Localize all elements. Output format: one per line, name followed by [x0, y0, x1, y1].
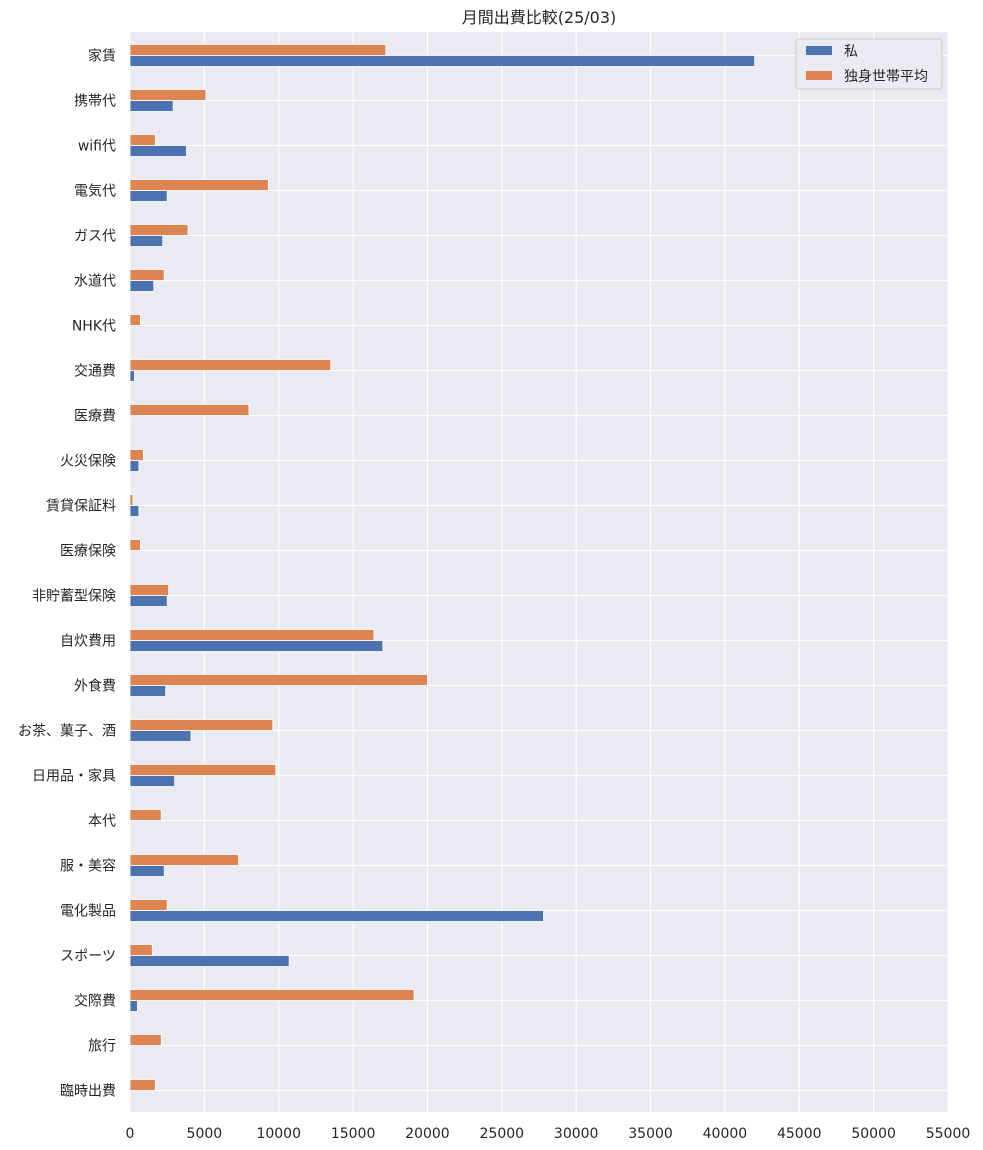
x-tick-label: 50000 [851, 1126, 896, 1142]
category-label: 本代 [88, 814, 116, 830]
category-label: 携帯代 [74, 94, 116, 110]
x-tick-label: 0 [126, 1126, 135, 1142]
category-label: 非貯蓄型保険 [32, 589, 116, 605]
bar-me [129, 505, 140, 517]
x-tick-label: 35000 [628, 1126, 673, 1142]
x-tick-label: 30000 [554, 1126, 599, 1142]
bar-me [129, 910, 544, 922]
legend-label-me: 私 [844, 44, 858, 60]
category-label: 電気代 [74, 184, 116, 200]
x-tick-label: 45000 [777, 1126, 822, 1142]
bar-average [129, 224, 189, 236]
bar-average [129, 719, 274, 731]
category-label: 自炊費用 [60, 634, 116, 650]
bar-me [129, 280, 155, 292]
bar-me [129, 460, 140, 472]
bar-average [129, 854, 239, 866]
x-tick-label: 25000 [480, 1126, 525, 1142]
bar-me [129, 775, 176, 787]
bar-average [129, 809, 162, 821]
bar-average [129, 1034, 162, 1046]
x-tick-label: 40000 [703, 1126, 748, 1142]
bar-average [129, 134, 156, 146]
bar-average [129, 449, 144, 461]
legend-label-average: 独身世帯平均 [844, 69, 928, 85]
bar-me [129, 235, 164, 247]
category-label: 家賃 [88, 48, 116, 65]
bar-average [129, 674, 428, 686]
x-tick-label: 20000 [405, 1126, 450, 1142]
bar-me [129, 730, 192, 742]
bar-average [129, 359, 332, 371]
category-label: 交際費 [74, 993, 116, 1010]
x-tick-label: 5000 [187, 1126, 223, 1142]
bar-me [129, 145, 187, 157]
category-label: NHK代 [72, 319, 116, 335]
bar-me [129, 100, 174, 112]
bars [129, 44, 756, 1091]
category-label: スポーツ [60, 949, 116, 965]
bar-me [129, 190, 168, 202]
bar-average [129, 179, 269, 191]
bar-me [129, 595, 168, 607]
category-label: 交通費 [74, 363, 116, 380]
category-label: 医療費 [74, 408, 116, 425]
category-label: 服・美容 [60, 858, 116, 875]
bar-average [129, 989, 415, 1001]
bar-me [129, 865, 165, 877]
bar-average [129, 494, 134, 506]
x-tick-label: 10000 [256, 1126, 301, 1142]
bar-average [129, 764, 277, 776]
bar-average [129, 584, 170, 596]
category-label: 医療保険 [60, 543, 116, 560]
chart-title: 月間出費比較(25/03) [462, 8, 617, 27]
x-tick-label: 55000 [926, 1126, 971, 1142]
bar-average [129, 1079, 156, 1091]
x-tick-labels: 0 5000 10000 15000 20000 25000 30000 35000 40000… [126, 1126, 971, 1142]
bar-me [129, 685, 167, 697]
bar-me [129, 955, 290, 967]
category-label: お茶、菓子、酒 [18, 724, 116, 740]
category-label: 火災保険 [60, 454, 116, 470]
category-label: 臨時出費 [60, 1084, 116, 1100]
legend-box [795, 38, 943, 90]
bar-average [129, 944, 153, 956]
legend: 私 独身世帯平均 [795, 38, 943, 90]
category-label: 外食費 [74, 678, 116, 695]
bar-average [129, 899, 168, 911]
bar-average [129, 44, 387, 56]
bar-average [129, 269, 165, 281]
category-label: 電化製品 [60, 904, 116, 920]
bar-me [129, 640, 384, 652]
bar-average [129, 89, 207, 101]
bar-me [129, 1000, 138, 1012]
category-label: 水道代 [74, 274, 116, 290]
bar-me [129, 370, 135, 382]
category-label: 日用品・家具 [32, 768, 116, 785]
bar-me [129, 55, 756, 67]
x-tick-label: 15000 [331, 1126, 376, 1142]
legend-swatch-average [806, 71, 832, 80]
bar-average [129, 314, 141, 326]
bar-average [129, 404, 250, 416]
plot-background [130, 32, 948, 1112]
category-label: 旅行 [88, 1039, 116, 1055]
category-label: wifi代 [78, 139, 116, 155]
legend-swatch-me [806, 46, 832, 55]
bar-average [129, 629, 375, 641]
bar-average [129, 539, 141, 551]
category-label: 賃貸保証料 [46, 499, 116, 515]
category-label: ガス代 [74, 229, 116, 245]
